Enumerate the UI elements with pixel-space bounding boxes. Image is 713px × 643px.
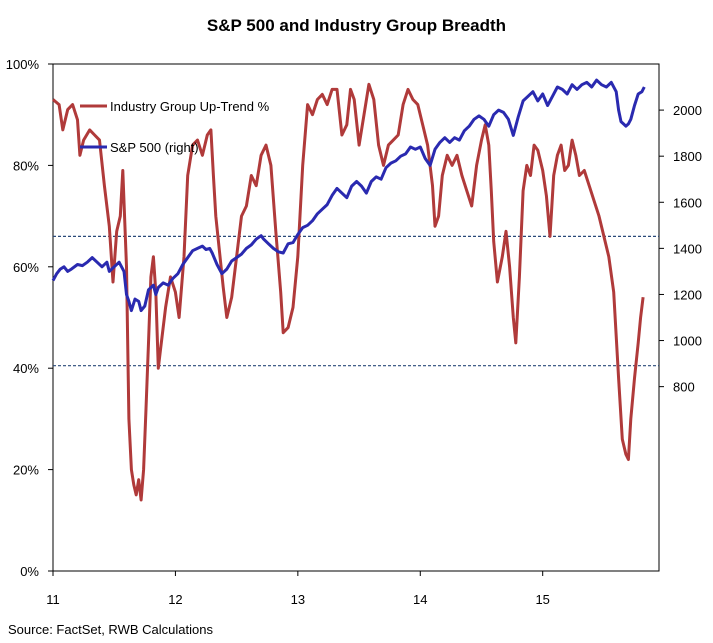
right-y-tick-label: 1800 xyxy=(673,149,702,164)
left-y-tick-label: 20% xyxy=(13,463,39,478)
left-y-tick-label: 60% xyxy=(13,260,39,275)
right-y-tick-label: 1000 xyxy=(673,334,702,349)
series-line-2 xyxy=(51,78,646,313)
legend-label-1: Industry Group Up-Trend % xyxy=(110,99,270,114)
x-tick-label: 14 xyxy=(413,592,427,607)
x-tick-label: 12 xyxy=(168,592,182,607)
right-y-tick-label: 1400 xyxy=(673,241,702,256)
x-tick-label: 15 xyxy=(535,592,549,607)
x-tick-label: 11 xyxy=(46,592,60,607)
plot-frame xyxy=(52,63,660,572)
legend: Industry Group Up-Trend % S&P 500 (right) xyxy=(80,99,270,155)
right-y-tick-label: 1200 xyxy=(673,287,702,302)
x-axis: 11 12 13 14 15 xyxy=(46,571,550,607)
left-y-tick-label: 100% xyxy=(6,57,40,72)
left-y-axis: 0% 20% 40% 60% 80% 100% xyxy=(6,57,53,579)
right-y-tick-label: 1600 xyxy=(673,195,702,210)
reference-lines xyxy=(53,235,659,367)
right-y-tick-label: 800 xyxy=(673,380,695,395)
left-y-tick-label: 40% xyxy=(13,361,39,376)
source-note: Source: FactSet, RWB Calculations xyxy=(8,622,213,637)
chart-title: S&P 500 and Industry Group Breadth xyxy=(206,16,507,35)
legend-label-2: S&P 500 (right) xyxy=(110,140,199,155)
left-y-tick-label: 80% xyxy=(13,158,39,173)
x-tick-label: 13 xyxy=(291,592,305,607)
right-y-axis: 800 1000 1200 1400 1600 1800 2000 xyxy=(659,103,702,395)
series-line-1 xyxy=(52,82,645,502)
left-y-tick-label: 0% xyxy=(20,564,39,579)
series-layer xyxy=(51,78,646,502)
right-y-tick-label: 2000 xyxy=(673,103,702,118)
